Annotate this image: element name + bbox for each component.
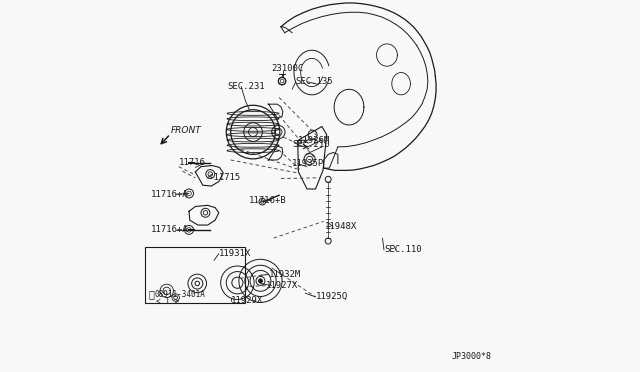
Text: 11931X: 11931X — [219, 249, 251, 258]
Text: 11948X: 11948X — [325, 222, 357, 231]
Text: 11935P: 11935P — [292, 159, 324, 168]
Text: 11932M: 11932M — [269, 270, 301, 279]
Text: 11929X: 11929X — [231, 296, 263, 305]
Text: 23100C: 23100C — [271, 64, 303, 73]
Text: ⓝ: ⓝ — [148, 290, 154, 299]
Text: SEC.231: SEC.231 — [227, 82, 264, 91]
Text: 11716+A: 11716+A — [151, 225, 188, 234]
Text: SEC.110: SEC.110 — [384, 246, 422, 254]
Text: 11927X: 11927X — [266, 281, 298, 290]
Text: SEC.135: SEC.135 — [296, 77, 333, 86]
Text: SEC.210: SEC.210 — [292, 140, 330, 149]
Text: 11716+B: 11716+B — [250, 196, 287, 205]
Text: < 1 >: < 1 > — [156, 297, 179, 306]
Text: 11925Q: 11925Q — [316, 292, 348, 301]
Text: JP3000*8: JP3000*8 — [451, 352, 491, 361]
Text: FRONT: FRONT — [172, 126, 202, 135]
Text: -11715: -11715 — [209, 173, 241, 182]
Circle shape — [259, 279, 262, 283]
Text: 11716+A: 11716+A — [151, 190, 188, 199]
Bar — [145, 247, 245, 303]
Text: 08911-3401A: 08911-3401A — [154, 290, 205, 299]
Text: 11716: 11716 — [179, 158, 205, 167]
Text: 11926M: 11926M — [298, 136, 330, 145]
